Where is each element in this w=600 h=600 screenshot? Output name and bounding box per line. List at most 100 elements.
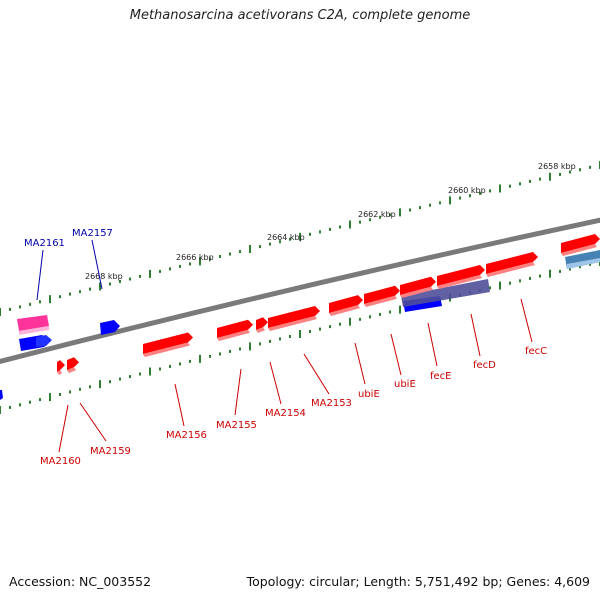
gene-ma2153-arrow[interactable] xyxy=(329,295,363,313)
gene-label-ubie-1[interactable]: ubiE xyxy=(358,389,380,400)
gene-ma2155b-arrow[interactable] xyxy=(256,317,268,330)
gene-ma2160-arrow[interactable] xyxy=(57,360,65,372)
scale-label-2664: 2664 kbp xyxy=(267,233,305,242)
gene-fece-purple-arrow[interactable] xyxy=(401,279,490,307)
outer-scale-tick-minor xyxy=(359,220,361,224)
gene-ma2155-arrow-shade xyxy=(217,329,250,341)
outer-scale-tick-major xyxy=(349,220,351,229)
inner-scale-tick-minor xyxy=(369,315,371,319)
outer-scale-tick-minor xyxy=(259,245,261,249)
gene-label-fece[interactable]: fecE xyxy=(430,371,452,382)
outer-scale-tick-minor xyxy=(189,262,191,266)
outer-scale-tick-major xyxy=(0,308,1,316)
outer-scale-tick-minor xyxy=(319,230,321,234)
inner-scale-tick-minor xyxy=(79,387,81,391)
inner-scale-tick-minor xyxy=(329,325,331,329)
gene-ubie-2-arrow[interactable] xyxy=(400,276,436,295)
outer-scale-tick-minor xyxy=(29,302,31,306)
inner-scale-tick-minor xyxy=(119,377,121,381)
gene-ma2154-arrow-shade xyxy=(268,316,317,331)
gene-ma2159-arrow[interactable] xyxy=(67,357,79,370)
gene-ma2153-arrow-shade xyxy=(329,305,360,316)
gene-fecc-arrow[interactable] xyxy=(561,234,600,253)
gene-ubie-1-arrow[interactable] xyxy=(364,285,400,304)
gene-ma2159-arrow-shade xyxy=(67,367,76,373)
outer-scale-tick-minor xyxy=(339,225,341,229)
gene-label-ma2156[interactable]: MA2156 xyxy=(166,430,207,441)
inner-scale-tick-minor xyxy=(269,339,271,343)
inner-scale-tick-minor xyxy=(309,330,311,333)
gene-edge-blue-arrow[interactable] xyxy=(0,390,3,400)
inner-scale-tick-minor xyxy=(539,274,541,278)
inner-scale-tick-minor xyxy=(189,359,191,363)
gene-pink-arrow[interactable] xyxy=(17,315,49,331)
gene-label-fecd[interactable]: fecD xyxy=(473,360,496,371)
inner-scale-tick-minor xyxy=(559,269,561,273)
gene-fece-arrow[interactable] xyxy=(437,264,485,286)
inner-scale-tick-minor xyxy=(519,279,521,283)
gene-label-ma2153[interactable]: MA2153 xyxy=(311,398,352,409)
gene-ubie-1-arrow-shade xyxy=(364,295,397,307)
inner-scale-tick-minor xyxy=(159,367,161,371)
outer-scale-tick-minor xyxy=(329,227,331,231)
outer-scale-tick-minor xyxy=(89,287,91,291)
outer-scale-tick-major xyxy=(299,232,301,241)
outer-scale-tick-minor xyxy=(209,257,211,261)
inner-scale-tick-major xyxy=(0,406,1,414)
gene-label-ma2160[interactable]: MA2160 xyxy=(40,456,81,467)
gene-ma2160-arrow-shade xyxy=(57,370,62,375)
inner-scale-tick-minor xyxy=(319,327,321,331)
gene-label-ma2154[interactable]: MA2154 xyxy=(265,408,306,419)
inner-scale-tick-minor xyxy=(39,398,41,402)
outer-scale-tick-minor xyxy=(459,196,461,200)
gene-fecd-arrow[interactable] xyxy=(486,252,538,274)
inner-scale-tick-major xyxy=(49,393,51,402)
outer-scale-tick-minor xyxy=(439,201,441,205)
genome-summary-text: Topology: circular; Length: 5,751,492 bp… xyxy=(246,574,590,589)
gene-label-ma2159[interactable]: MA2159 xyxy=(90,446,131,457)
gene-label-ma2157[interactable]: MA2157 xyxy=(72,228,113,239)
outer-scale-tick-minor xyxy=(19,305,21,309)
inner-scale-tick-minor xyxy=(229,349,231,353)
outer-scale-tick-minor xyxy=(369,218,371,222)
inner-scale-tick-minor xyxy=(529,276,531,280)
outer-scale-tick-minor xyxy=(179,264,181,268)
gene-label-ma2161[interactable]: MA2161 xyxy=(24,238,65,249)
gene-ma2157-arrow[interactable] xyxy=(100,320,120,335)
inner-scale-tick-minor xyxy=(509,281,511,285)
outer-scale-tick-minor xyxy=(289,237,291,241)
inner-scale-tick-minor xyxy=(109,380,111,384)
outer-scale-tick-minor xyxy=(379,215,381,219)
gene-label-ubie-2[interactable]: ubiE xyxy=(394,379,416,390)
gene-label-ma2155[interactable]: MA2155 xyxy=(216,420,257,431)
reverse-blue-genes xyxy=(0,335,52,400)
inner-scale-tick-minor xyxy=(359,317,361,321)
outer-scale-tick-minor xyxy=(9,307,11,311)
inner-scale-tick-major xyxy=(399,305,401,314)
gene-ma2156-arrow[interactable] xyxy=(143,332,193,355)
outer-scale-tick-minor xyxy=(419,206,421,210)
outer-scale-tick-minor xyxy=(509,184,511,188)
inner-scale-tick-minor xyxy=(139,372,141,376)
gene-ma2155-arrow[interactable] xyxy=(217,319,253,338)
inner-scale-tick-minor xyxy=(239,347,241,351)
scale-label-2658: 2658 kbp xyxy=(538,162,576,171)
outer-scale-tick-minor xyxy=(479,191,481,195)
outer-scale-tick-minor xyxy=(429,203,431,207)
gene-ma2154-arrow[interactable] xyxy=(268,306,320,328)
outer-scale-tick-minor xyxy=(569,170,571,174)
inner-scale-tick-minor xyxy=(69,390,71,394)
outer-scale-tick-major xyxy=(499,184,501,193)
outer-scale-tick-minor xyxy=(589,165,591,169)
gene-ma2161-arrow-b[interactable] xyxy=(36,335,52,347)
gene-label-fecc[interactable]: fecC xyxy=(525,346,547,357)
inner-scale-tick-minor xyxy=(9,405,11,409)
outer-scale-tick-major xyxy=(449,196,451,205)
inner-scale-tick-minor xyxy=(209,354,211,358)
outer-scale-tick-minor xyxy=(559,172,561,176)
reverse-strand-genes xyxy=(57,234,600,375)
inner-scale-tick-minor xyxy=(59,393,61,396)
inner-scale-tick-minor xyxy=(389,310,391,314)
outer-scale-tick-minor xyxy=(579,168,581,172)
